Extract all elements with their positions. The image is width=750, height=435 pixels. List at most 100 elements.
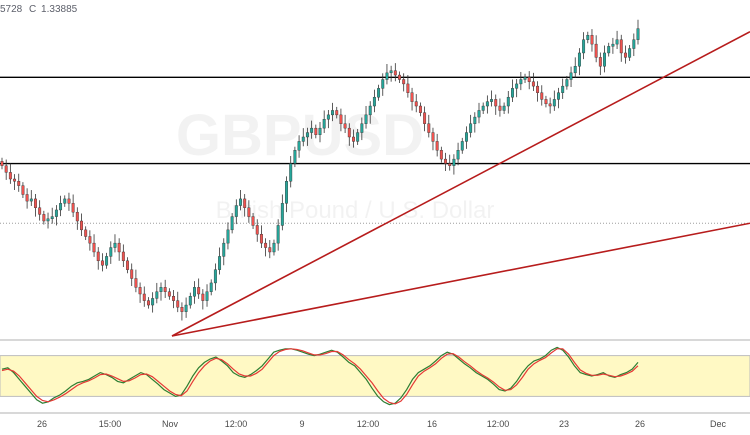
candle[interactable]	[569, 72, 573, 80]
candle[interactable]	[100, 260, 104, 266]
candle[interactable]	[29, 198, 33, 202]
candle[interactable]	[540, 92, 544, 100]
candle[interactable]	[598, 57, 602, 67]
candle[interactable]	[314, 127, 318, 135]
candle[interactable]	[126, 260, 129, 270]
candle[interactable]	[439, 150, 443, 160]
candle[interactable]	[322, 119, 326, 129]
candle[interactable]	[636, 28, 640, 40]
candle[interactable]	[628, 48, 632, 58]
candle[interactable]	[113, 242, 117, 248]
candle[interactable]	[280, 203, 284, 226]
candle[interactable]	[557, 92, 560, 100]
candle[interactable]	[615, 39, 619, 45]
candle[interactable]	[603, 52, 606, 67]
candle[interactable]	[347, 127, 351, 138]
candle[interactable]	[623, 52, 627, 58]
candle[interactable]	[42, 214, 46, 222]
candle[interactable]	[167, 291, 171, 297]
candle[interactable]	[88, 236, 92, 244]
candle[interactable]	[565, 79, 569, 87]
candle[interactable]	[268, 247, 272, 253]
candle[interactable]	[398, 74, 401, 80]
candle[interactable]	[80, 220, 83, 231]
candle[interactable]	[352, 136, 355, 142]
candle[interactable]	[360, 123, 364, 133]
candle[interactable]	[318, 127, 322, 135]
candle[interactable]	[531, 81, 535, 87]
candle[interactable]	[364, 114, 368, 124]
candle[interactable]	[50, 216, 54, 220]
candle[interactable]	[473, 116, 477, 124]
candle[interactable]	[264, 242, 268, 248]
candle[interactable]	[536, 85, 540, 93]
candle[interactable]	[511, 88, 514, 98]
candle[interactable]	[444, 158, 447, 164]
candle[interactable]	[159, 287, 163, 292]
candle[interactable]	[389, 70, 393, 74]
candle[interactable]	[59, 203, 63, 211]
candle[interactable]	[548, 103, 552, 107]
candle[interactable]	[180, 307, 184, 312]
candle[interactable]	[243, 198, 247, 208]
candle[interactable]	[201, 293, 205, 301]
candle[interactable]	[25, 194, 29, 202]
candle[interactable]	[209, 282, 213, 292]
candle[interactable]	[577, 52, 581, 67]
candle[interactable]	[297, 141, 301, 151]
candle[interactable]	[372, 96, 376, 107]
candle[interactable]	[255, 225, 259, 235]
candle[interactable]	[611, 43, 615, 47]
candle[interactable]	[75, 211, 79, 222]
candle[interactable]	[146, 300, 150, 306]
candle[interactable]	[259, 234, 263, 244]
candle[interactable]	[310, 127, 314, 133]
candle[interactable]	[218, 256, 222, 270]
candle[interactable]	[544, 99, 548, 105]
candle[interactable]	[163, 287, 167, 292]
candle[interactable]	[527, 77, 531, 82]
candle[interactable]	[151, 298, 155, 306]
candle[interactable]	[301, 136, 305, 142]
candle[interactable]	[377, 88, 381, 98]
candle[interactable]	[464, 132, 468, 142]
candle[interactable]	[117, 242, 121, 253]
candle[interactable]	[573, 66, 577, 74]
candle[interactable]	[335, 110, 339, 116]
candle[interactable]	[46, 218, 50, 222]
candle[interactable]	[590, 35, 594, 45]
candle[interactable]	[331, 110, 335, 116]
candle[interactable]	[0, 161, 4, 166]
candle[interactable]	[485, 101, 489, 107]
candle[interactable]	[494, 99, 498, 107]
candle[interactable]	[498, 105, 502, 111]
candle[interactable]	[193, 287, 196, 297]
candle[interactable]	[251, 216, 255, 226]
candle[interactable]	[272, 242, 276, 253]
candle[interactable]	[490, 99, 494, 102]
candle[interactable]	[130, 269, 134, 279]
candle[interactable]	[619, 39, 623, 54]
candle[interactable]	[239, 198, 242, 206]
candle[interactable]	[456, 150, 460, 160]
candle[interactable]	[393, 70, 397, 76]
candle[interactable]	[427, 123, 431, 133]
candle[interactable]	[172, 295, 176, 301]
candle[interactable]	[452, 158, 456, 166]
candle[interactable]	[234, 205, 238, 217]
candle[interactable]	[184, 304, 188, 312]
candle[interactable]	[552, 99, 556, 107]
candle[interactable]	[477, 110, 481, 118]
candle[interactable]	[519, 79, 523, 85]
candle[interactable]	[435, 141, 439, 151]
candle[interactable]	[213, 269, 217, 284]
candle[interactable]	[356, 132, 360, 142]
candle[interactable]	[582, 39, 586, 54]
candle[interactable]	[632, 39, 636, 49]
candle[interactable]	[13, 178, 17, 182]
candle[interactable]	[481, 105, 485, 111]
candle[interactable]	[96, 251, 100, 262]
candle[interactable]	[343, 123, 347, 129]
candle[interactable]	[594, 43, 598, 58]
candle[interactable]	[188, 295, 192, 306]
